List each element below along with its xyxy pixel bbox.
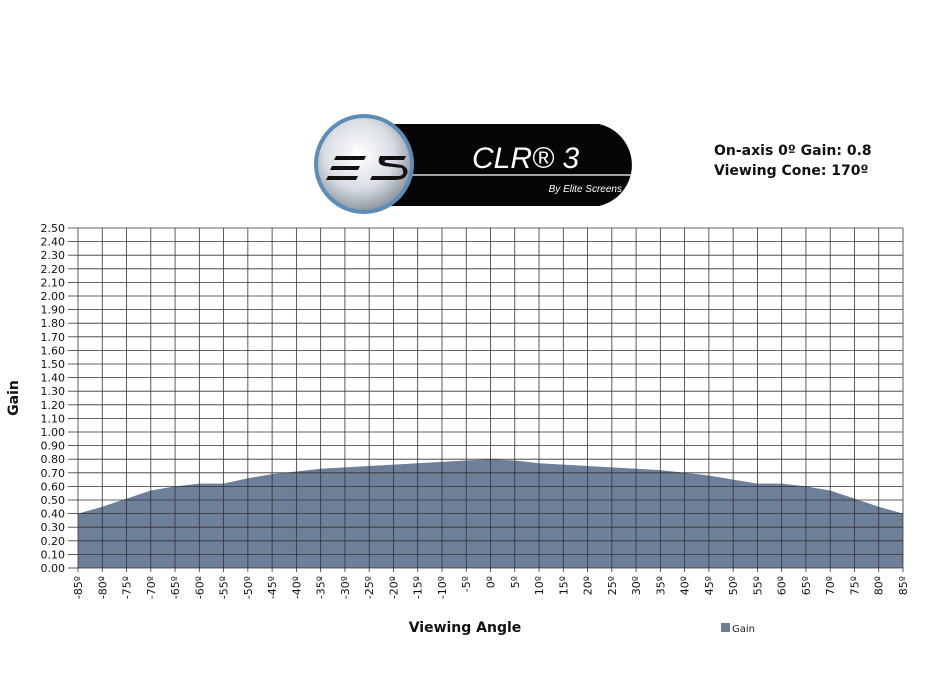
y-tick-label: 1.70: [41, 331, 66, 344]
x-tick-label: 50º: [727, 576, 740, 595]
x-tick-label: 30º: [630, 576, 643, 595]
y-tick-label: 1.30: [41, 385, 66, 398]
y-tick-label: 0.60: [41, 480, 66, 493]
y-tick-label: 2.20: [41, 263, 66, 276]
viewing-cone-spec: Viewing Cone: 170º: [714, 163, 869, 179]
y-tick-label: 0.80: [41, 453, 66, 466]
y-axis-label: Gain: [6, 380, 22, 416]
x-tick-label: 55º: [751, 576, 764, 595]
x-tick-label: 45º: [703, 576, 716, 595]
y-tick-label: 0.20: [41, 535, 66, 548]
x-tick-label: -55º: [218, 576, 231, 599]
y-tick-label: 1.00: [41, 426, 66, 439]
x-tick-label: -65º: [169, 576, 182, 599]
x-tick-label: -60º: [193, 576, 206, 599]
product-name: CLR® 3: [472, 142, 579, 175]
on-axis-gain-spec: On-axis 0º Gain: 0.8: [714, 143, 872, 159]
x-tick-label: -20º: [387, 576, 400, 599]
x-tick-label: 40º: [679, 576, 692, 595]
x-tick-label: 75º: [848, 576, 861, 595]
y-tick-label: 0.50: [41, 494, 66, 507]
y-tick-label: 2.10: [41, 276, 66, 289]
x-tick-label: 65º: [800, 576, 813, 595]
x-tick-label: -30º: [339, 576, 352, 599]
x-tick-label: 85º: [897, 576, 910, 595]
y-tick-label: 1.10: [41, 412, 66, 425]
y-tick-label: 2.40: [41, 236, 66, 249]
y-tick-label: 1.60: [41, 344, 66, 357]
x-tick-label: -40º: [290, 576, 303, 599]
x-tick-label: -25º: [363, 576, 376, 599]
y-tick-label: 1.80: [41, 317, 66, 330]
product-byline: By Elite Screens: [549, 184, 622, 195]
y-tick-label: 0.90: [41, 440, 66, 453]
x-tick-label: 10º: [533, 576, 546, 595]
x-tick-label: 35º: [654, 576, 667, 595]
x-tick-label: 15º: [557, 576, 570, 595]
y-tick-label: 1.40: [41, 372, 66, 385]
elite-screens-clr3-logo: CLR® 3 By Elite Screens: [314, 114, 632, 214]
x-tick-label: -10º: [436, 576, 449, 599]
x-tick-label: -5º: [460, 576, 473, 592]
x-tick-label: -80º: [96, 576, 109, 599]
x-tick-label: 25º: [606, 576, 619, 595]
x-tick-label: 20º: [582, 576, 595, 595]
x-tick-label: -45º: [266, 576, 279, 599]
x-tick-label: -15º: [412, 576, 425, 599]
x-tick-label: 70º: [824, 576, 837, 595]
x-tick-label: -85º: [72, 576, 85, 599]
es-mark-icon: [326, 156, 408, 180]
y-tick-label: 1.20: [41, 399, 66, 412]
legend-swatch: [721, 623, 730, 632]
x-tick-label: 0º: [485, 576, 498, 588]
x-tick-label: -35º: [315, 576, 328, 599]
y-tick-label: 0.40: [41, 508, 66, 521]
y-tick-label: 2.30: [41, 249, 66, 262]
y-tick-label: 1.50: [41, 358, 66, 371]
y-tick-label: 2.00: [41, 290, 66, 303]
y-tick-label: 2.50: [41, 222, 66, 235]
legend-label: Gain: [732, 624, 755, 635]
x-tick-label: 80º: [873, 576, 886, 595]
x-tick-label: -75º: [121, 576, 134, 599]
y-tick-label: 0.10: [41, 548, 66, 561]
x-tick-label: -50º: [242, 576, 255, 599]
x-axis-label: Viewing Angle: [409, 620, 522, 636]
x-tick-label: 60º: [776, 576, 789, 595]
x-tick-label: -70º: [145, 576, 158, 599]
y-tick-label: 0.30: [41, 521, 66, 534]
y-tick-label: 0.70: [41, 467, 66, 480]
y-tick-label: 1.90: [41, 304, 66, 317]
x-tick-label: 5º: [509, 576, 522, 588]
y-tick-label: 0.00: [41, 562, 66, 575]
